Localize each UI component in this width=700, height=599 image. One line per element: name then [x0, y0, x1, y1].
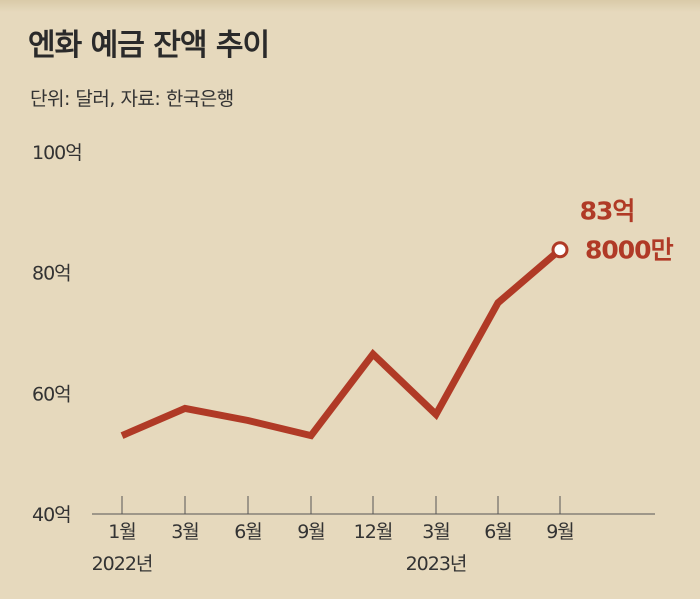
year-labels: 2022년 2023년: [92, 553, 468, 575]
data-points: [551, 241, 569, 259]
y-axis-ticks: 40억 60억 80억 100억: [32, 142, 83, 526]
y-tick-label: 80억: [32, 263, 71, 285]
top-strip: [0, 0, 700, 12]
x-tick-label: 3월: [171, 521, 199, 543]
y-tick-label: 100억: [32, 142, 82, 164]
year-label: 2023년: [406, 553, 467, 575]
x-tick-label: 9월: [546, 521, 574, 543]
last-value-annotation: 83억 8000만: [580, 197, 675, 265]
chart-title: 엔화 예금 잔액 추이: [28, 28, 270, 63]
year-label: 2022년: [92, 553, 153, 575]
x-tick-label: 3월: [422, 521, 450, 543]
last-point-marker: [551, 241, 569, 259]
y-tick-label: 60억: [32, 383, 71, 405]
annotation-label: 8000만: [585, 236, 674, 265]
x-axis-ticks: 1월 3월 6월 9월 12월 3월 6월 9월: [108, 496, 575, 543]
x-tick-label: 6월: [484, 521, 512, 543]
x-tick-label: 9월: [297, 521, 325, 543]
annotation-label: 83억: [580, 197, 635, 226]
x-tick-label: 6월: [234, 521, 262, 543]
y-tick-label: 40억: [32, 504, 71, 526]
chart-subtitle: 단위: 달러, 자료: 한국은행: [30, 88, 234, 110]
x-tick-label: 12월: [354, 521, 393, 543]
x-tick-label: 1월: [108, 521, 136, 543]
series-line: [120, 247, 563, 440]
